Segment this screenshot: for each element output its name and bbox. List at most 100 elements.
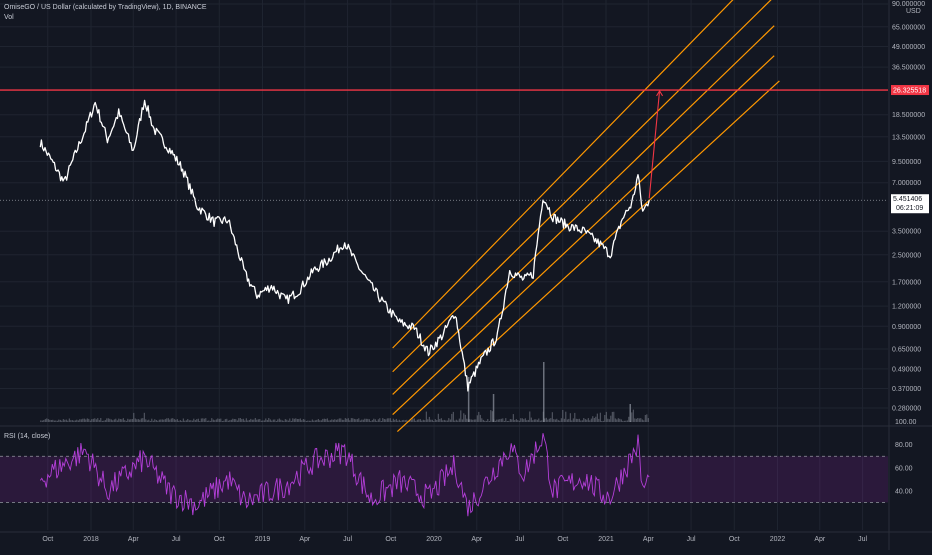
volume-bar	[491, 411, 493, 422]
rsi-line[interactable]	[39, 433, 650, 517]
projection-arrow[interactable]	[648, 90, 661, 199]
volume-bar	[340, 418, 342, 422]
volume-bar	[232, 418, 234, 422]
volume-bar	[107, 418, 109, 422]
price-tick-label: 1.700000	[892, 279, 921, 286]
volume-bar	[85, 419, 87, 422]
volume-bar	[152, 420, 154, 422]
volume-bar	[412, 418, 414, 422]
volume-bar	[308, 420, 310, 422]
volume-bar	[383, 419, 385, 422]
volume-bar	[137, 419, 139, 422]
channel-line[interactable]	[396, 80, 780, 432]
volume-bar	[563, 418, 565, 422]
volume-bar	[91, 419, 93, 422]
volume-bar	[79, 419, 81, 422]
volume-bar	[355, 419, 357, 422]
volume-bar	[265, 418, 267, 422]
date-tick-label: Jul	[687, 536, 696, 543]
volume-bar	[245, 418, 247, 422]
volume-bar	[380, 421, 382, 422]
volume-bar	[469, 419, 471, 422]
volume-bar	[548, 418, 550, 422]
volume-bar	[515, 419, 517, 422]
volume-bar	[644, 415, 646, 422]
channel-line[interactable]	[392, 25, 775, 395]
volume-bar	[293, 418, 295, 422]
date-tick-label: Apr	[128, 536, 140, 543]
volume-legend[interactable]: Vol	[4, 14, 14, 21]
volume-bar	[329, 420, 331, 422]
volume-bar	[194, 420, 196, 422]
volume-bar	[637, 418, 639, 422]
volume-bar	[206, 420, 208, 422]
volume-bar	[347, 418, 349, 422]
price-tick-label: 0.490000	[892, 366, 921, 373]
volume-bar	[101, 420, 103, 422]
volume-bar	[349, 420, 351, 422]
volume-bar	[428, 416, 430, 422]
volume-bar	[44, 419, 46, 422]
volume-bar	[566, 419, 568, 422]
volume-bar	[200, 418, 202, 422]
volume-bar	[470, 419, 472, 422]
volume-bar	[326, 418, 328, 422]
volume-bar	[224, 419, 226, 422]
date-tick-label: Jul	[515, 536, 524, 543]
rsi-legend[interactable]: RSI (14, close)	[4, 433, 51, 440]
channel-line[interactable]	[392, 0, 775, 373]
price-line[interactable]	[39, 99, 650, 392]
volume-bar	[508, 420, 510, 422]
volume-bar	[605, 411, 607, 422]
volume-bar	[274, 419, 276, 422]
volume-bar	[289, 418, 291, 422]
volume-bar	[175, 419, 177, 422]
price-tick-label: 0.650000	[892, 347, 921, 354]
volume-bar	[148, 419, 150, 422]
date-tick-label: Oct	[729, 536, 740, 543]
channel-line[interactable]	[392, 55, 775, 415]
volume-bar	[320, 420, 322, 422]
volume-bar	[218, 418, 220, 422]
volume-bar	[254, 418, 256, 422]
volume-bar	[119, 419, 121, 422]
symbol-legend[interactable]: OmiseGO / US Dollar (calculated by Tradi…	[4, 4, 207, 11]
volume-bar	[580, 420, 582, 422]
volume-bar	[550, 418, 552, 422]
volume-bar	[490, 410, 492, 422]
price-tick-label: 0.280000	[892, 406, 921, 413]
volume-bar	[434, 419, 436, 422]
volume-bar	[401, 420, 403, 422]
volume-bar	[623, 420, 625, 422]
volume-bar	[215, 419, 217, 422]
volume-bar	[65, 419, 67, 422]
volume-bar	[496, 419, 498, 422]
volume-bar	[95, 419, 97, 422]
volume-bar	[145, 419, 147, 422]
volume-bar	[430, 419, 432, 422]
channel-line[interactable]	[392, 0, 775, 349]
volume-bar	[362, 419, 364, 422]
currency-label: USD	[906, 8, 921, 15]
volume-bar	[127, 418, 129, 422]
volume-bar	[596, 413, 598, 422]
volume-bar	[473, 419, 475, 422]
volume-bar	[487, 419, 489, 422]
volume-bar	[146, 420, 148, 422]
volume-bar	[110, 419, 112, 422]
volume-bar	[248, 420, 250, 422]
volume-bar	[154, 419, 156, 422]
volume-bar	[448, 418, 450, 422]
volume-bar	[184, 420, 186, 422]
volume-bar	[134, 418, 136, 422]
volume-bar	[565, 411, 567, 422]
date-tick-label: Apr	[643, 536, 655, 543]
volume-bar	[377, 419, 379, 422]
volume-bar	[386, 418, 388, 422]
volume-bar	[233, 419, 235, 422]
volume-bar	[532, 420, 534, 422]
volume-bar	[88, 418, 90, 422]
volume-bar	[500, 418, 502, 422]
volume-bar	[589, 420, 591, 422]
